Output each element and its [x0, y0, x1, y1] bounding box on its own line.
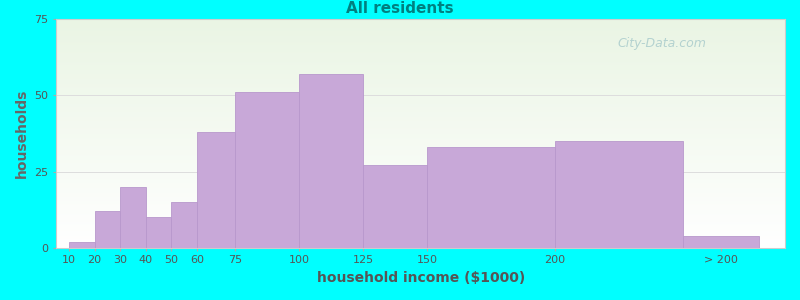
- Bar: [682, 236, 759, 248]
- Bar: [69, 242, 94, 248]
- Text: City-Data.com: City-Data.com: [618, 37, 706, 50]
- Bar: [235, 92, 299, 248]
- Bar: [120, 187, 146, 248]
- Bar: [299, 74, 363, 248]
- Bar: [427, 147, 555, 248]
- Bar: [94, 211, 120, 248]
- X-axis label: household income ($1000): household income ($1000): [317, 271, 525, 285]
- Bar: [197, 132, 235, 248]
- Bar: [171, 202, 197, 248]
- Text: All residents: All residents: [346, 1, 454, 16]
- Bar: [146, 217, 171, 248]
- Bar: [555, 141, 682, 248]
- Y-axis label: households: households: [15, 89, 29, 178]
- Bar: [363, 165, 427, 248]
